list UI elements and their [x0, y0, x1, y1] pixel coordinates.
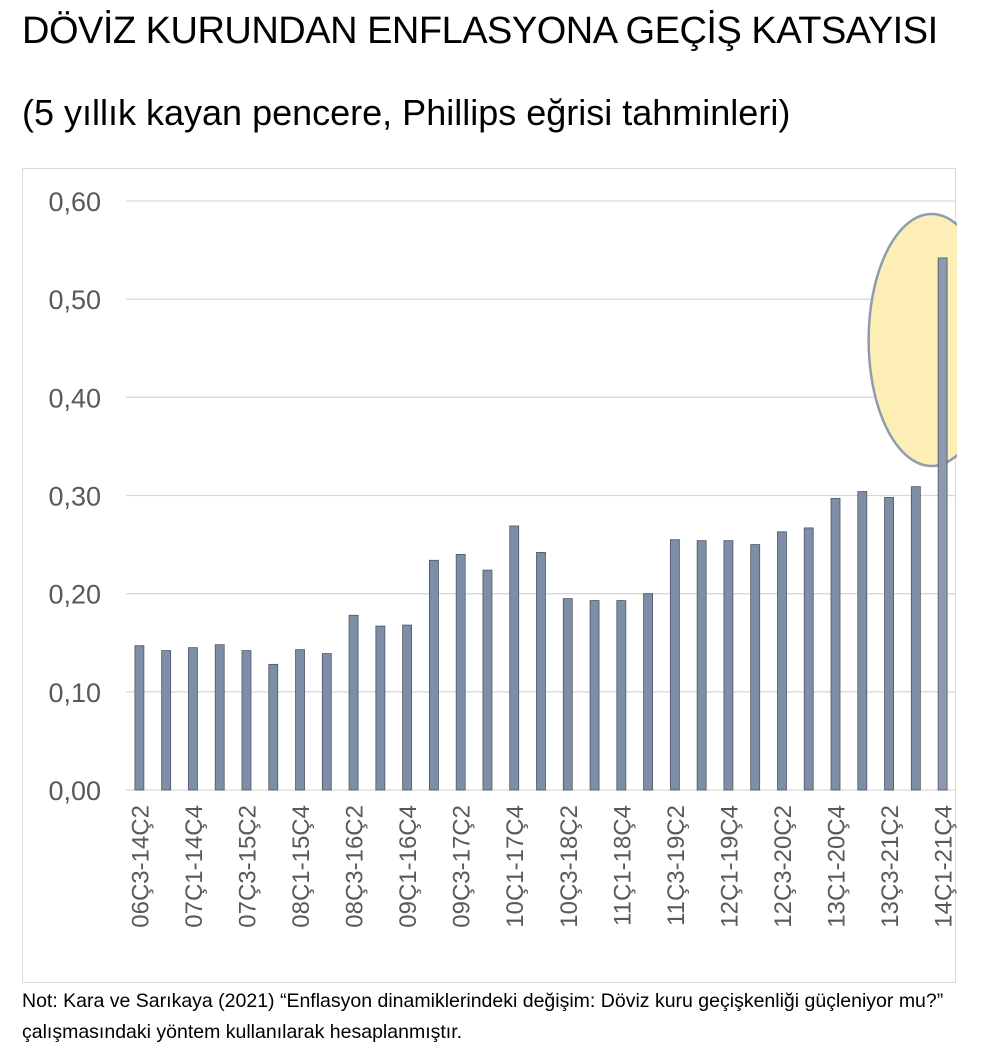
- bar: [455, 553, 466, 791]
- bar: [616, 600, 627, 791]
- y-tick-label: 0,40: [48, 383, 101, 413]
- x-tick-label: 11Ç1-18Ç4: [609, 805, 636, 926]
- y-axis-ticks: 0,00 0,10 0,20 0,30 0,40 0,50 0,60: [48, 187, 101, 806]
- x-tick-label: 08Ç3-16Ç2: [342, 805, 369, 928]
- x-tick-label: 06Ç3-14Ç2: [127, 805, 154, 928]
- y-tick-label: 0,20: [48, 580, 101, 610]
- bar: [134, 645, 145, 791]
- bar: [375, 625, 386, 791]
- bar: [777, 531, 787, 791]
- bar: [910, 486, 921, 791]
- bar: [536, 552, 546, 791]
- highlight-ellipse: [867, 212, 957, 468]
- chart-area: 0,00 0,10 0,20 0,30 0,40 0,50 0,60 06Ç3-14Ç2 07…: [22, 168, 957, 983]
- x-tick-label: 10Ç1-17Ç4: [502, 805, 529, 928]
- footnote: Not: Kara ve Sarıkaya (2021) “Enflasyon …: [22, 990, 944, 1043]
- x-tick-label: 14Ç1-21Ç4: [931, 805, 957, 928]
- y-tick-label: 0,30: [48, 482, 101, 512]
- y-tick-label: 0,50: [48, 285, 101, 315]
- x-tick-label: 10Ç3-18Ç2: [556, 805, 583, 928]
- x-tick-label: 13Ç3-21Ç2: [877, 805, 904, 928]
- x-tick-label: 11Ç3-19Ç2: [663, 805, 690, 926]
- bar: [482, 569, 493, 791]
- bar: [429, 559, 439, 791]
- y-tick-label: 0,10: [48, 678, 101, 708]
- bar: [402, 624, 413, 791]
- chart-subtitle: (5 yıllık kayan pencere, Phillips eğrisi…: [22, 92, 791, 133]
- bar: [937, 257, 948, 791]
- bar: [241, 650, 252, 791]
- y-tick-label: 0,60: [48, 187, 101, 217]
- bar: [696, 540, 707, 791]
- bar: [188, 647, 198, 791]
- bar: [562, 598, 573, 791]
- chart-title: DÖVİZ KURUNDAN ENFLASYONA GEÇİŞ KATSAYIS…: [22, 10, 938, 52]
- highlight-layer: [867, 212, 957, 468]
- bar-chart: 0,00 0,10 0,20 0,30 0,40 0,50 0,60 06Ç3-14Ç2 07…: [48, 187, 957, 928]
- bar: [643, 593, 653, 791]
- x-tick-label: 13Ç1-20Ç4: [824, 805, 851, 928]
- bar: [214, 644, 225, 791]
- x-tick-label: 09Ç1-16Ç4: [395, 805, 422, 928]
- bar: [669, 539, 680, 791]
- bars: [134, 257, 948, 791]
- bar: [161, 650, 172, 791]
- x-tick-label: 09Ç3-17Ç2: [449, 805, 476, 928]
- x-tick-label: 07Ç3-15Ç2: [234, 805, 261, 928]
- bar: [857, 491, 868, 791]
- bar: [348, 614, 359, 791]
- bar: [589, 600, 600, 791]
- y-tick-label: 0,00: [48, 776, 101, 806]
- bar: [803, 527, 814, 791]
- x-axis-ticks: 06Ç3-14Ç2 07Ç1-14Ç4 07Ç3-15Ç2 08Ç1-15Ç4 08Ç3…: [127, 805, 957, 928]
- x-tick-label: 07Ç1-14Ç4: [181, 805, 208, 928]
- bar: [268, 663, 279, 791]
- bar: [884, 497, 894, 791]
- x-tick-label: 12Ç3-20Ç2: [770, 805, 797, 928]
- bar: [750, 544, 761, 791]
- x-tick-label: 08Ç1-15Ç4: [288, 805, 315, 928]
- x-tick-label: 12Ç1-19Ç4: [716, 805, 743, 928]
- bar: [723, 540, 734, 791]
- bar: [509, 525, 520, 791]
- bar: [830, 498, 841, 791]
- bar: [295, 649, 305, 791]
- bar: [321, 653, 332, 791]
